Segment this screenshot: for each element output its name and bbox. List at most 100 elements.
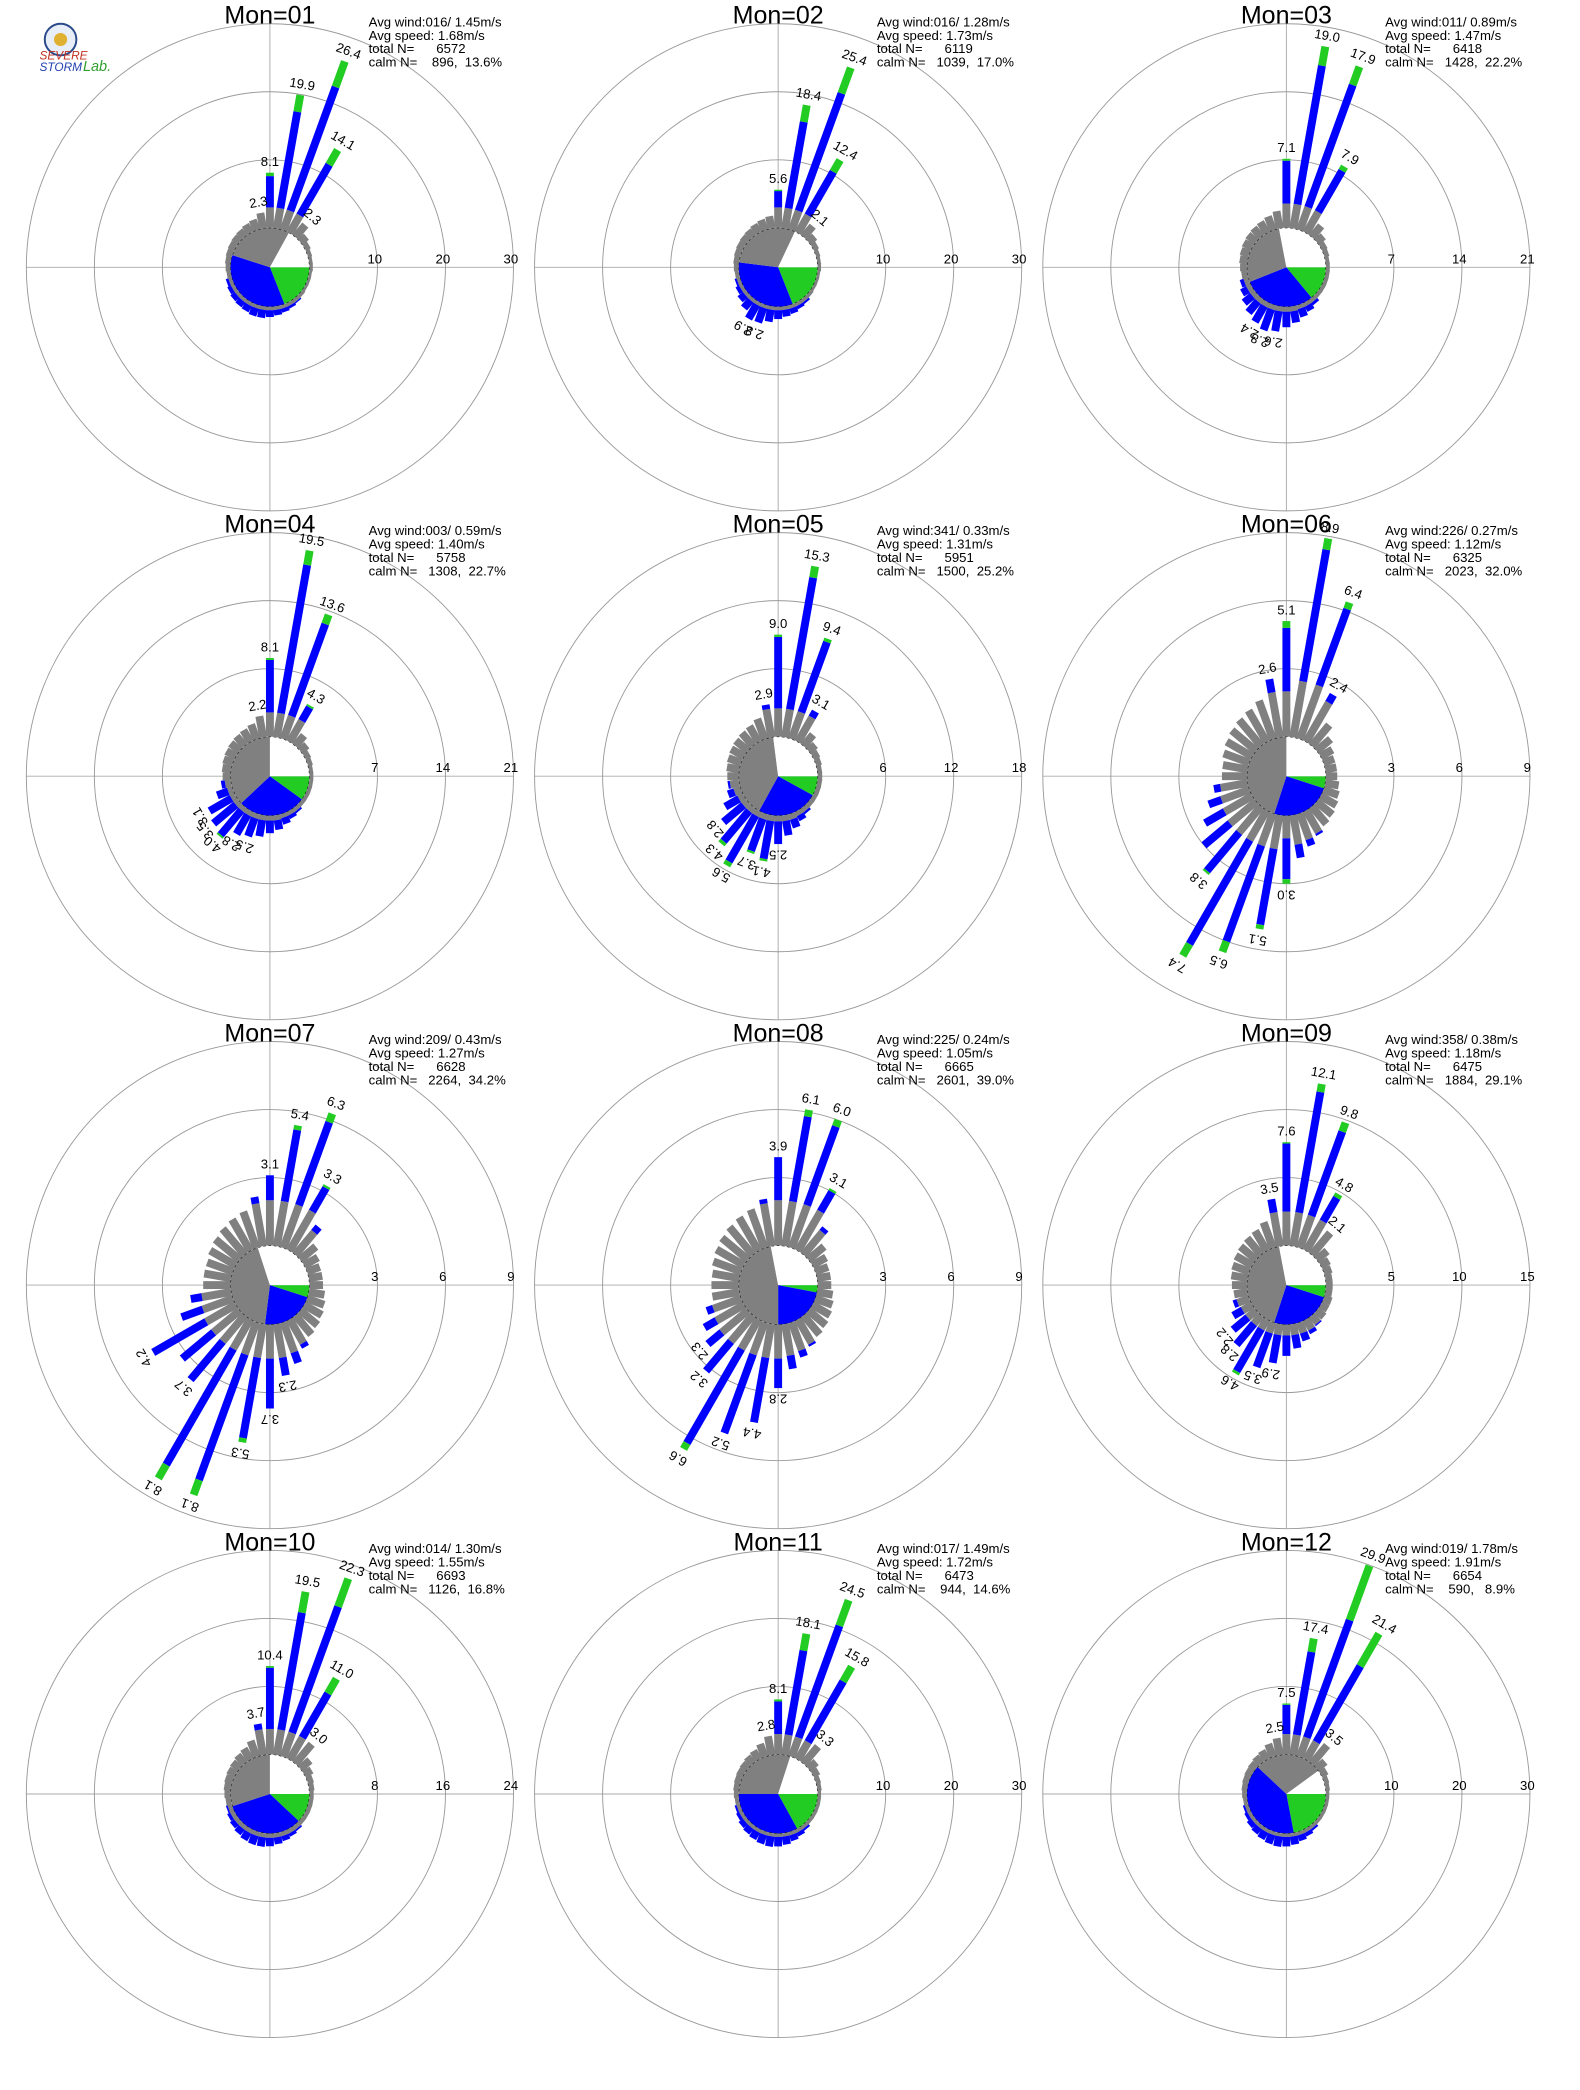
petal-segment — [228, 277, 235, 286]
petal-segment — [251, 1203, 267, 1247]
petal-segment — [800, 223, 816, 240]
calm-sector — [1246, 228, 1287, 282]
petal-segment — [1242, 1796, 1249, 1806]
petal-label: 4.1 — [751, 863, 772, 881]
calm-sector — [770, 1245, 818, 1286]
petal-segment — [764, 1735, 776, 1756]
petal-segment — [225, 247, 235, 258]
petal-segment — [718, 838, 727, 847]
calm-sector — [738, 227, 795, 268]
ring-label: 20 — [1452, 1778, 1467, 1793]
petal-segment — [1265, 678, 1276, 694]
petal-segment — [1282, 1836, 1291, 1847]
petal-segment — [832, 1118, 842, 1128]
petal-segment — [256, 1836, 267, 1847]
stat-line: Avg speed: 1.27m/s — [369, 1046, 485, 1061]
petal-segment — [1324, 779, 1340, 790]
petal-segment — [1308, 1230, 1334, 1258]
petal-segment — [823, 637, 832, 644]
petal-segment — [1282, 627, 1291, 692]
petal-segment — [781, 207, 793, 230]
petal-segment — [1314, 1307, 1327, 1320]
petal-segment — [1322, 1803, 1329, 1813]
calm-sector — [778, 776, 818, 796]
stat-line: Avg wind:358/ 0.38m/s — [1385, 1032, 1518, 1047]
petal-segment — [752, 808, 762, 818]
petal-segment — [759, 1829, 769, 1836]
petal-segment — [703, 1338, 734, 1374]
petal-segment — [797, 640, 831, 714]
petal-segment — [308, 1271, 323, 1283]
petal-segment — [817, 1281, 832, 1290]
petal-segment — [774, 207, 783, 228]
petal-segment — [1297, 306, 1308, 318]
petal-label: 17.4 — [1302, 1618, 1330, 1637]
petal-segment — [762, 708, 776, 738]
petal-segment — [1302, 1317, 1315, 1331]
petal-segment — [290, 1350, 302, 1365]
petal-segment — [737, 792, 746, 803]
petal-segment — [272, 814, 282, 821]
calm-sector — [241, 776, 302, 816]
calm-sector — [257, 1245, 310, 1286]
petal-segment — [299, 1340, 309, 1349]
petal-segment — [1318, 746, 1335, 760]
petal-segment — [292, 1229, 318, 1258]
ring — [25, 1041, 514, 1530]
petal-segment — [190, 1293, 203, 1303]
petal-segment — [1293, 65, 1326, 206]
ring — [25, 1549, 514, 2039]
stat-line: Avg wind:019/ 1.78m/s — [1385, 1541, 1518, 1556]
petal-segment — [1356, 1631, 1383, 1669]
petal-segment — [758, 811, 769, 820]
petal-segment — [1244, 1803, 1251, 1813]
stat-line: total N= 6473 — [877, 1568, 974, 1583]
petal-segment — [162, 1346, 237, 1467]
petal-segment — [1324, 1288, 1333, 1298]
petal-segment — [222, 772, 231, 781]
chart-title: Mon=03 — [1241, 2, 1332, 30]
petal-segment — [211, 801, 239, 827]
stat-line: calm N= 1884, 29.1% — [1385, 1072, 1522, 1087]
petal-segment — [774, 1324, 783, 1359]
stat-line: Avg wind:209/ 0.43m/s — [369, 1032, 502, 1047]
stat-line: Avg speed: 1.31m/s — [877, 537, 993, 552]
stat-line: calm N= 2601, 39.0% — [877, 1072, 1014, 1087]
petal-segment — [265, 1667, 274, 1729]
petal-segment — [226, 786, 235, 796]
petal-segment — [309, 772, 314, 781]
petal-segment — [803, 1125, 840, 1207]
petal-segment — [208, 1247, 238, 1269]
petal-segment — [1242, 1790, 1247, 1798]
petal-label: 2.5 — [233, 836, 255, 856]
petal-segment — [238, 803, 248, 813]
petal-segment — [258, 1832, 267, 1838]
petal-segment — [265, 172, 274, 177]
petal-segment — [765, 1835, 775, 1847]
petal-segment — [1242, 1804, 1248, 1814]
ring-label: 30 — [504, 251, 519, 266]
petal-segment — [1246, 808, 1271, 842]
petal-segment — [733, 1790, 739, 1798]
stat-line: calm N= 2023, 32.0% — [1385, 564, 1522, 579]
petal-label: 13.6 — [318, 593, 347, 616]
petal-segment — [212, 1236, 243, 1263]
stat-line: calm N= 1308, 22.7% — [369, 564, 506, 579]
stat-line: calm N= 590, 8.9% — [1385, 1581, 1515, 1596]
petal-segment — [1315, 607, 1351, 688]
petal-label: 8.1 — [261, 154, 279, 169]
petal-label: 2.6 — [1257, 659, 1278, 677]
petal-segment — [1261, 1826, 1271, 1834]
petal-segment — [1296, 684, 1323, 741]
petal-segment — [217, 807, 245, 838]
petal-segment — [774, 1833, 783, 1837]
petal-segment — [265, 176, 274, 208]
petal-segment — [265, 1837, 274, 1847]
petal-label: 19.9 — [288, 75, 316, 94]
petal-segment — [1244, 1812, 1252, 1821]
petal-segment — [309, 263, 313, 272]
petal-segment — [225, 263, 231, 272]
petal-label: 3.0 — [1277, 887, 1295, 902]
petal-label: 3.7 — [245, 1704, 266, 1722]
